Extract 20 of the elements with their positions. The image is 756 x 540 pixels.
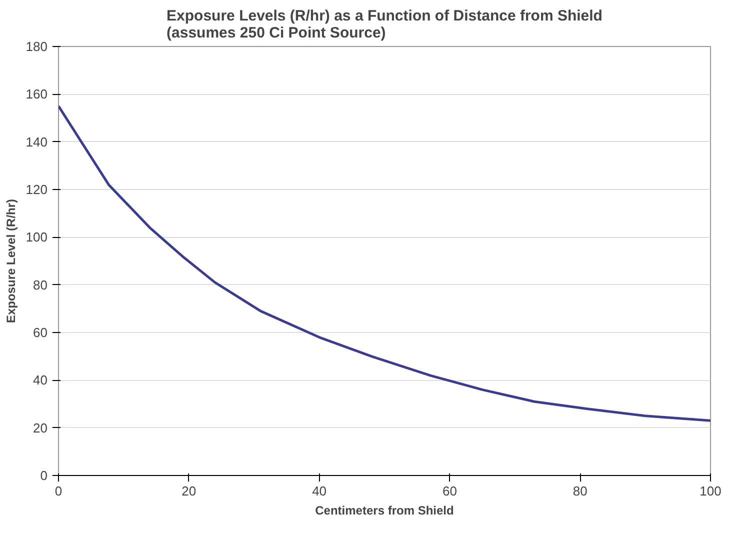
x-axis-title: Centimeters from Shield: [315, 504, 454, 518]
y-tick-label: 60: [33, 325, 48, 340]
y-tick-label: 20: [33, 420, 48, 436]
y-tick-label: 40: [33, 372, 48, 388]
y-tick-label: 100: [26, 230, 48, 245]
y-tick-label: 140: [26, 134, 48, 150]
x-tick-label: 0: [54, 484, 62, 498]
x-tick-label: 60: [442, 484, 457, 498]
y-tick-label: 180: [26, 39, 48, 54]
x-tick-label: 80: [572, 484, 588, 498]
x-tick-label: 20: [182, 484, 196, 498]
line-series: [58, 104, 710, 422]
y-tick-label: 120: [26, 182, 48, 197]
y-axis-title: Exposure Level (R/hr): [4, 198, 18, 324]
x-tick-label: 40: [312, 484, 327, 498]
y-tick-label: 80: [33, 277, 48, 292]
y-tick-label: 0: [40, 468, 48, 483]
x-tick-label: 100: [700, 484, 722, 498]
chart-title: Exposure Levels (R/hr) as a Function of Distance from Shield (assumes 250 Ci Point Source): [166, 8, 602, 42]
y-tick-label: 160: [26, 86, 48, 102]
